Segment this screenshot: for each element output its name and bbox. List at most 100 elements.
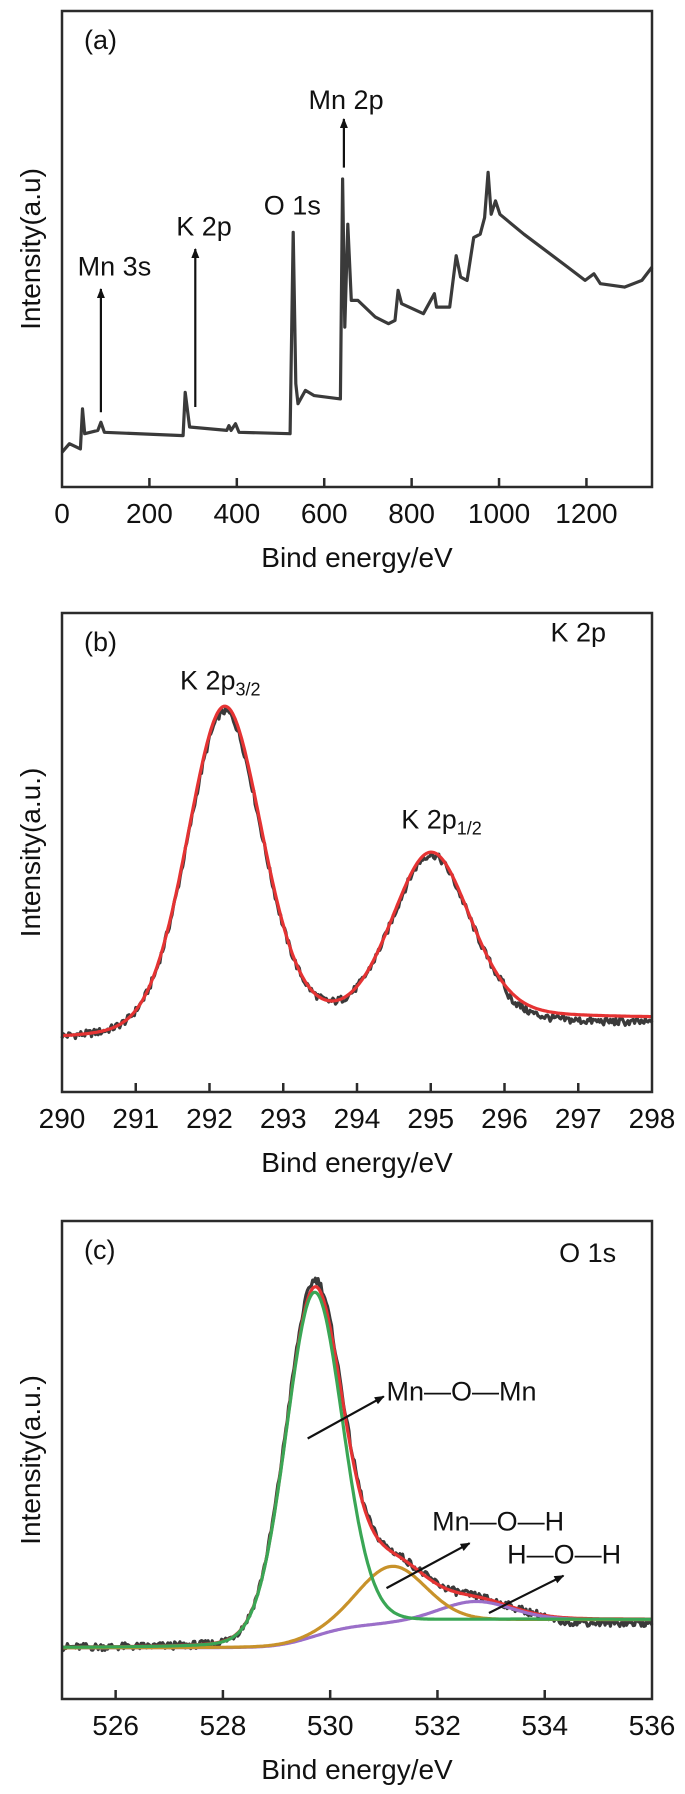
data-point — [472, 236, 475, 239]
x-tick-label: 1200 — [555, 498, 617, 529]
data-point — [400, 302, 403, 305]
data-point — [499, 213, 501, 216]
x-tick-label: 293 — [260, 1103, 307, 1134]
data-point — [593, 272, 595, 275]
peak-label: K 2p1/2 — [401, 805, 482, 839]
data-point — [490, 213, 492, 216]
data-point — [347, 223, 349, 226]
data-point — [448, 306, 451, 308]
component-label: Mn—O—Mn — [387, 1376, 537, 1406]
data-point — [566, 266, 569, 268]
data-point — [228, 424, 230, 427]
data-point — [433, 292, 436, 295]
data-point — [238, 431, 240, 434]
data-point — [225, 429, 228, 432]
component-line-1 — [61, 1564, 653, 1650]
x-axis-label: Bind energy/eV — [261, 1147, 453, 1178]
peak-label-main: K 2p — [401, 805, 457, 835]
data-point — [350, 299, 353, 302]
x-tick-label: 526 — [92, 1710, 139, 1741]
plot-frame — [60, 1219, 654, 1701]
data-point — [459, 276, 462, 278]
data-point — [479, 233, 482, 236]
data-point — [357, 299, 359, 302]
data-point — [188, 426, 191, 428]
data-point — [394, 319, 396, 322]
x-tick-label: 536 — [629, 1710, 676, 1741]
peak-label-main: K 2p — [180, 666, 236, 696]
x-tick-label: 528 — [200, 1710, 247, 1741]
data-point — [422, 312, 425, 315]
x-tick-label: 800 — [388, 498, 435, 529]
data-point — [184, 391, 187, 394]
panel-c: 526 528 530 532 534 536 Bind energy/eV Intensit… — [15, 1219, 676, 1785]
spectrum-title: K 2p — [550, 618, 606, 648]
x-tick-label: 295 — [407, 1103, 454, 1134]
data-point — [387, 322, 390, 325]
component-arrow — [385, 1542, 471, 1590]
peak-label: Mn 3s — [78, 252, 152, 282]
experimental-data-line — [60, 705, 654, 1041]
data-point — [343, 326, 346, 328]
plot-frame — [60, 9, 654, 489]
peak-label-subscript: 1/2 — [457, 819, 482, 839]
data-point — [230, 429, 232, 432]
y-axis-label: Intensity(a.u) — [15, 168, 46, 330]
x-tick-label: 292 — [186, 1103, 233, 1134]
data-point — [487, 171, 489, 174]
fitted-envelope-line — [61, 704, 653, 1038]
data-point — [466, 279, 468, 282]
data-point — [455, 254, 458, 257]
data-point — [289, 432, 291, 435]
data-point — [304, 389, 307, 392]
data-point — [623, 286, 626, 288]
data-point — [313, 394, 315, 397]
panel-label: (b) — [84, 627, 117, 657]
data-point — [83, 432, 86, 435]
x-axis-label: Bind energy/eV — [261, 1754, 453, 1785]
x-tick-label: 297 — [555, 1103, 602, 1134]
series-line-survey — [60, 170, 654, 454]
peak-label-subscript: 3/2 — [236, 680, 261, 700]
panel-b: 290 291 292 293 294 295 296 297 298 Bind energy/e… — [15, 611, 676, 1178]
x-tick-label: 0 — [54, 498, 70, 529]
data-point — [339, 398, 342, 400]
data-point — [79, 448, 82, 450]
data-point — [295, 382, 297, 385]
x-axis-label: Bind energy/eV — [261, 542, 453, 573]
data-point — [397, 289, 399, 292]
x-tick-label: 532 — [414, 1710, 461, 1741]
data-point — [494, 200, 497, 202]
x-tick-label: 200 — [126, 498, 173, 529]
y-axis-label: Intensity(a.u.) — [15, 1375, 46, 1545]
x-tick-label: 530 — [307, 1710, 354, 1741]
x-tick-label: 600 — [301, 498, 348, 529]
component-line-0 — [61, 1290, 653, 1649]
component-label: H—O—H — [507, 1540, 621, 1570]
component-label: Mn—O—H — [432, 1507, 564, 1537]
x-tick-label: 294 — [334, 1103, 381, 1134]
peak-label: K 2p — [176, 212, 232, 242]
data-point — [435, 306, 438, 308]
data-point — [103, 431, 106, 434]
x-tick-label: 400 — [213, 498, 260, 529]
data-point — [292, 231, 294, 234]
component-arrow — [488, 1574, 565, 1614]
component-arrow — [307, 1395, 385, 1440]
data-point — [234, 422, 237, 425]
x-tick-label: 290 — [39, 1103, 86, 1134]
peak-label: Mn 2p — [309, 85, 384, 115]
panel-label: (a) — [84, 25, 117, 55]
data-point — [68, 442, 71, 445]
x-tick-label: 296 — [481, 1103, 528, 1134]
data-point — [641, 279, 643, 282]
x-tick-label: 534 — [521, 1710, 568, 1741]
data-point — [584, 279, 586, 282]
x-tick-label: 298 — [629, 1103, 676, 1134]
data-point — [599, 282, 602, 285]
data-point — [523, 233, 525, 236]
data-point — [182, 434, 184, 437]
peak-label: O 1s — [264, 190, 321, 220]
panel-a: 0 200 400 600 800 1000 1200 Bind energy/eV Inten… — [15, 9, 654, 573]
